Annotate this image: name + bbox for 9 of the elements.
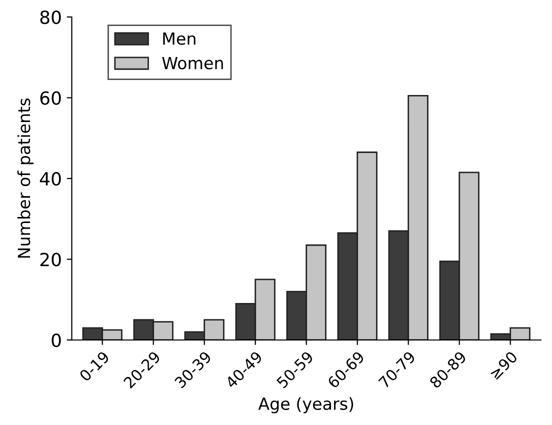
legend-label: Women <box>162 56 223 70</box>
x-axis-title: Age (years) <box>258 397 354 414</box>
y-tick-label: 80 <box>40 10 61 24</box>
legend-label: Men <box>163 32 196 45</box>
y-axis-title: Number of patients <box>17 98 34 258</box>
y-tick-label: 40 <box>40 172 61 186</box>
y-tick-label: 0 <box>52 333 61 348</box>
y-tick-label: 20 <box>40 252 61 266</box>
y-tick-label: 60 <box>40 91 61 105</box>
